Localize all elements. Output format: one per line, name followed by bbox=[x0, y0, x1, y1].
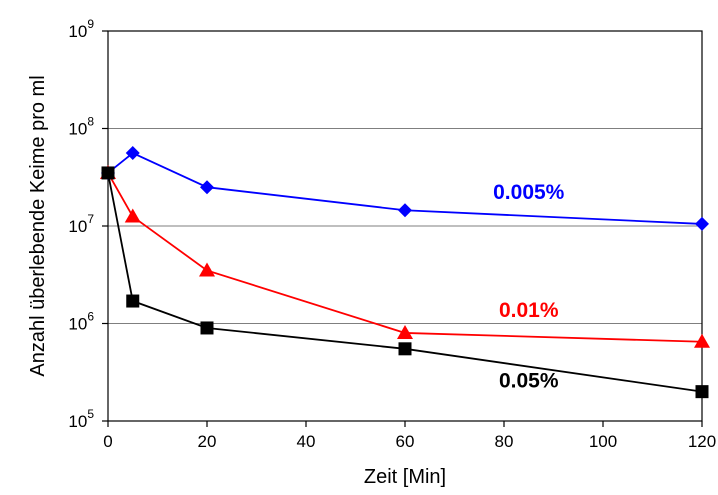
data-point bbox=[695, 216, 709, 231]
y-tick-label: 109 bbox=[68, 17, 94, 41]
y-axis-title: Anzahl überlebende Keime pro ml bbox=[27, 75, 49, 376]
y-tick-label: 108 bbox=[68, 115, 94, 139]
x-tick-label: 40 bbox=[297, 432, 316, 451]
y-tick-label: 106 bbox=[68, 310, 94, 334]
series-label-0-005: 0.005% bbox=[493, 181, 565, 204]
data-point bbox=[101, 166, 115, 180]
series-0-05 bbox=[101, 166, 709, 399]
x-tick-label: 100 bbox=[589, 432, 617, 451]
data-point bbox=[125, 146, 140, 161]
data-point bbox=[199, 262, 215, 277]
x-axis-title: Zeit [Min] bbox=[364, 466, 446, 488]
data-point bbox=[200, 180, 214, 195]
x-tick-label: 60 bbox=[396, 432, 415, 451]
series-labels: 0.005% 0.01% 0.05% bbox=[493, 181, 565, 393]
x-tick-label: 120 bbox=[688, 432, 716, 451]
series-label-0-05: 0.05% bbox=[499, 370, 559, 393]
data-point bbox=[200, 321, 214, 335]
data-point bbox=[695, 385, 709, 399]
data-point bbox=[398, 342, 412, 356]
y-axis-ticks: 105 106 107 108 109 bbox=[68, 17, 108, 431]
data-point bbox=[126, 294, 140, 308]
x-tick-label: 20 bbox=[198, 432, 217, 451]
data-point bbox=[397, 324, 413, 339]
x-tick-label: 80 bbox=[495, 432, 514, 451]
data-point bbox=[398, 203, 412, 218]
data-point bbox=[694, 333, 710, 348]
series-layer bbox=[100, 146, 710, 399]
x-tick-label: 0 bbox=[103, 432, 112, 451]
x-axis-ticks: 0 20 40 60 80 100 120 bbox=[103, 421, 716, 451]
y-tick-label: 107 bbox=[68, 212, 94, 236]
data-point bbox=[124, 208, 141, 223]
y-tick-label: 105 bbox=[68, 407, 94, 431]
series-label-0-01: 0.01% bbox=[499, 299, 559, 322]
